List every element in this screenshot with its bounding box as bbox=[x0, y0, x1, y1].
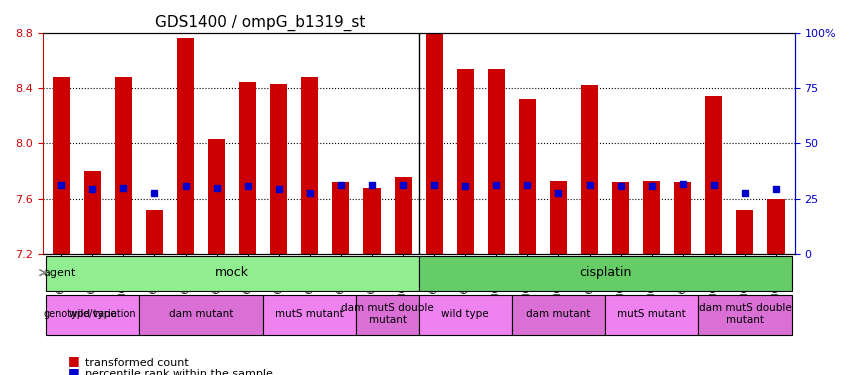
Bar bbox=[768, 199, 785, 254]
Bar bbox=[83, 171, 101, 254]
Bar bbox=[239, 82, 256, 254]
Text: dam mutS double
mutant: dam mutS double mutant bbox=[699, 303, 791, 325]
Bar bbox=[643, 181, 660, 254]
Bar bbox=[488, 69, 505, 254]
Bar bbox=[581, 85, 598, 254]
Text: agent: agent bbox=[43, 268, 76, 278]
Bar bbox=[519, 99, 536, 254]
Text: cisplatin: cisplatin bbox=[579, 266, 631, 279]
Bar bbox=[115, 77, 132, 254]
Bar bbox=[612, 182, 629, 254]
Text: ■: ■ bbox=[68, 366, 80, 375]
Text: dam mutant: dam mutant bbox=[526, 309, 591, 319]
FancyBboxPatch shape bbox=[46, 295, 139, 335]
Text: genotype/variation: genotype/variation bbox=[43, 309, 136, 319]
FancyBboxPatch shape bbox=[699, 295, 791, 335]
Bar bbox=[301, 77, 318, 254]
Text: wild type: wild type bbox=[442, 309, 489, 319]
Bar bbox=[705, 96, 722, 254]
Bar bbox=[426, 33, 443, 254]
Text: dam mutant: dam mutant bbox=[168, 309, 233, 319]
Text: percentile rank within the sample: percentile rank within the sample bbox=[85, 369, 273, 375]
Text: mutS mutant: mutS mutant bbox=[276, 309, 345, 319]
Text: ■: ■ bbox=[68, 354, 80, 368]
Bar bbox=[736, 210, 753, 254]
FancyBboxPatch shape bbox=[419, 295, 511, 335]
FancyBboxPatch shape bbox=[263, 295, 357, 335]
Text: mock: mock bbox=[215, 266, 249, 279]
Text: GDS1400 / ompG_b1319_st: GDS1400 / ompG_b1319_st bbox=[156, 15, 366, 31]
Bar bbox=[146, 210, 163, 254]
Bar bbox=[457, 69, 474, 254]
Bar bbox=[333, 182, 350, 254]
FancyBboxPatch shape bbox=[511, 295, 605, 335]
Bar bbox=[550, 181, 567, 254]
Bar bbox=[395, 177, 412, 254]
Bar bbox=[363, 188, 380, 254]
Bar bbox=[53, 77, 70, 254]
FancyBboxPatch shape bbox=[139, 295, 263, 335]
FancyBboxPatch shape bbox=[357, 295, 419, 335]
Text: dam mutS double
mutant: dam mutS double mutant bbox=[341, 303, 434, 325]
Bar bbox=[674, 182, 691, 254]
FancyBboxPatch shape bbox=[605, 295, 699, 335]
Text: transformed count: transformed count bbox=[85, 357, 189, 368]
Text: wild type: wild type bbox=[69, 309, 116, 319]
FancyBboxPatch shape bbox=[419, 256, 791, 291]
FancyBboxPatch shape bbox=[46, 256, 419, 291]
Text: mutS mutant: mutS mutant bbox=[617, 309, 686, 319]
Bar bbox=[177, 38, 194, 254]
Bar bbox=[271, 84, 288, 254]
Bar bbox=[208, 139, 226, 254]
